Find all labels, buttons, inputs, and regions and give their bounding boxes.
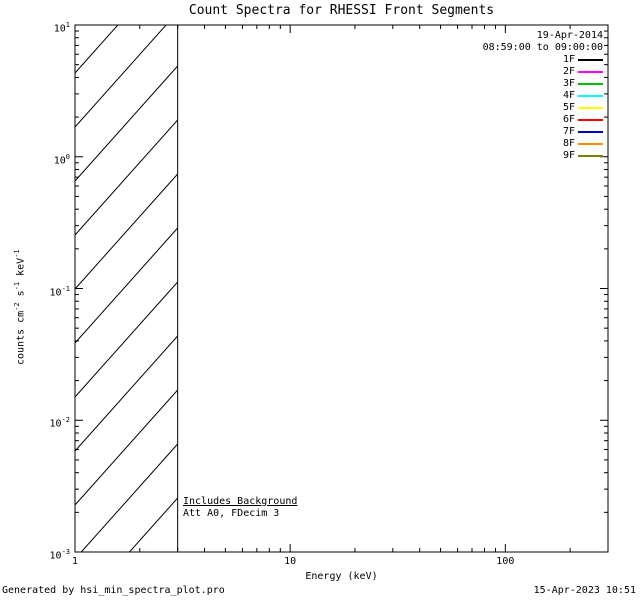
y-tick-label: 101 <box>53 21 70 35</box>
annotation-includes-background: Includes Background <box>183 496 298 507</box>
y-tick-label: 10-3 <box>49 548 70 562</box>
ylabel-part: keV <box>15 257 27 282</box>
legend-time-range: 08:59:00 to 09:00:00 <box>482 42 603 53</box>
legend-label: 4F <box>562 90 575 101</box>
legend-item: 5F <box>563 102 603 114</box>
generated-by-text: Generated by hsi_min_spectra_plot.pro <box>2 585 225 596</box>
y-tick-label: 10-1 <box>49 284 70 298</box>
legend-label: 7F <box>562 126 575 137</box>
annotation-attenuator: Att A0, FDecim 3 <box>183 508 280 519</box>
legend-color-line <box>578 71 603 73</box>
y-axis-label-text: counts cm-2 s-1 keV-1 <box>13 249 26 365</box>
legend-color-line <box>578 95 603 97</box>
legend-item: 7F <box>563 126 603 138</box>
legend-label: 9F <box>562 150 575 161</box>
y-tick-label: 10-2 <box>49 416 70 430</box>
legend-label: 2F <box>562 66 575 77</box>
ylabel-sup: -1 <box>13 249 21 258</box>
plot-timestamp: 15-Apr-2023 10:51 <box>533 585 636 596</box>
y-tick-label: 100 <box>53 152 70 167</box>
legend-item: 9F <box>563 150 603 162</box>
ylabel-sup: -1 <box>13 281 21 291</box>
legend-color-line <box>578 143 603 145</box>
legend-date: 19-Apr-2014 <box>536 30 603 41</box>
hatched-region <box>75 25 178 552</box>
legend-color-line <box>578 119 603 121</box>
x-tick-label: 100 <box>496 556 515 567</box>
legend-item: 1F <box>563 54 603 66</box>
legend-label: 3F <box>562 78 575 89</box>
legend-item: 8F <box>563 138 603 150</box>
chart-title: Count Spectra for RHESSI Front Segments <box>188 3 495 18</box>
legend-color-line <box>578 131 603 133</box>
legend-label: 5F <box>562 102 575 113</box>
legend-item: 2F <box>563 66 603 78</box>
legend-color-line <box>578 107 603 109</box>
x-tick-label: 10 <box>284 556 297 567</box>
plot-annotations: Includes Background Att A0, FDecim 3 <box>183 496 297 520</box>
x-axis-label: Energy (keV) <box>305 571 378 582</box>
legend-color-line <box>578 155 603 157</box>
ylabel-part: s <box>15 290 27 303</box>
x-tick-label: 1 <box>71 556 79 567</box>
ylabel-part: counts cm <box>15 310 27 365</box>
ylabel-sup: -2 <box>13 302 21 311</box>
legend-label: 6F <box>562 114 575 125</box>
legend-label: 1F <box>562 54 575 65</box>
legend-item: 3F <box>563 78 603 90</box>
legend: 19-Apr-2014 08:59:00 to 09:00:00 1F 2F 3F 4… <box>483 30 603 162</box>
legend-item: 6F <box>563 114 603 126</box>
legend-color-line <box>578 83 603 85</box>
legend-color-line <box>578 59 603 61</box>
legend-label: 8F <box>562 138 575 149</box>
legend-item: 4F <box>563 90 603 102</box>
legend-entries: 1F 2F 3F 4F 5F 6F 7F 8F 9F <box>563 54 603 162</box>
